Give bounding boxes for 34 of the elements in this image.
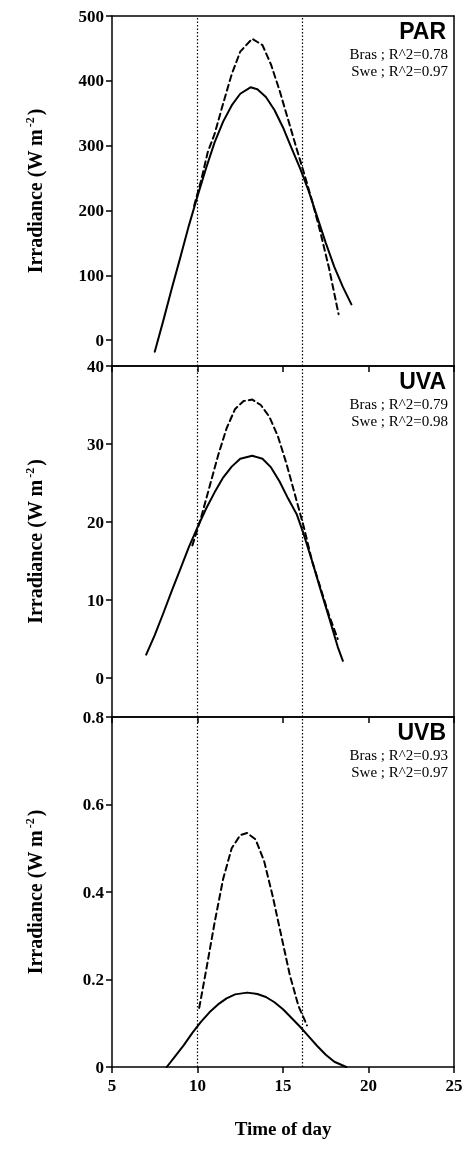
annotation: Bras ; R^2=0.78 [349,45,449,62]
x-tick-label: 10 [189,1076,206,1095]
chart-title: UVB [397,718,446,745]
y-tick-label: 0 [95,1057,104,1077]
annotation: Swe ; R^2=0.97 [351,62,449,79]
annotation: Bras ; R^2=0.93 [349,746,449,763]
y-axis-title: Irradiance (W m-2) [23,809,47,975]
y-tick-label: 40 [87,356,104,376]
y-axis-title: Irradiance (W m-2) [23,458,47,624]
y-tick-label: 0 [95,330,104,350]
y-tick-label: 0.4 [82,882,105,902]
x-tick-label: 15 [274,1076,292,1095]
chart-title: UVA [399,367,447,394]
x-tick-label: 20 [360,1076,377,1095]
y-tick-label: 0 [95,668,104,688]
x-tick-label: 25 [445,1076,463,1095]
x-tick-label: 5 [107,1076,117,1095]
chart-title: PAR [399,17,447,44]
y-axis-title: Irradiance (W m-2) [23,108,47,274]
y-tick-label: 200 [78,200,104,220]
y-tick-label: 20 [87,512,104,532]
annotation: Bras ; R^2=0.79 [349,395,449,412]
y-tick-label: 300 [78,136,104,156]
annotation: Swe ; R^2=0.97 [351,763,449,780]
y-tick-label: 0.2 [82,970,104,989]
y-tick-label: 30 [87,434,104,454]
x-axis-title: Time of day [234,1118,332,1139]
y-tick-label: 0.6 [82,795,104,814]
y-tick-label: 500 [78,6,104,26]
y-tick-label: 100 [78,265,104,285]
y-tick-label: 0.8 [82,707,104,727]
annotation: Swe ; R^2=0.98 [351,412,449,429]
y-tick-label: 10 [87,590,104,610]
y-tick-label: 400 [78,71,104,91]
